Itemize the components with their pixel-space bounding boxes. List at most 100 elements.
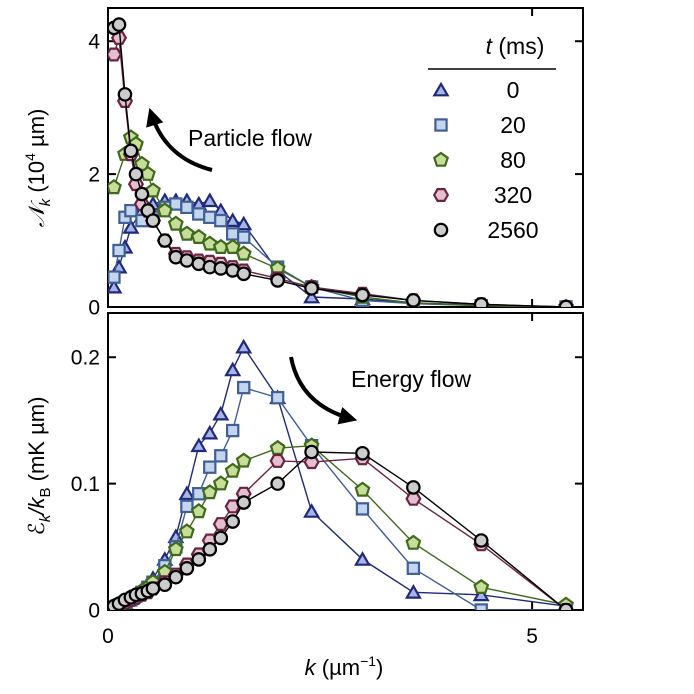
top-point-0 bbox=[303, 288, 321, 304]
top-point-20 bbox=[192, 207, 206, 221]
bottom-point-20 bbox=[214, 449, 228, 463]
bottom-point-20 bbox=[180, 499, 194, 514]
top-y-tick-label: 0 bbox=[88, 297, 100, 320]
bottom-point-20 bbox=[355, 502, 370, 516]
bottom-y-tick-label: 0.1 bbox=[71, 473, 100, 496]
bottom-point-0 bbox=[201, 424, 219, 440]
bottom-point-2560 bbox=[145, 581, 161, 596]
top-point-20 bbox=[124, 203, 138, 218]
legend-marker-80 bbox=[433, 151, 449, 167]
energy-flow-arrow bbox=[289, 356, 358, 425]
bottom-point-2560 bbox=[473, 533, 489, 548]
top-point-2560 bbox=[117, 87, 133, 102]
top-y-axis-label: 𝒩k (104 µm) bbox=[22, 109, 54, 228]
bottom-point-20 bbox=[474, 603, 488, 610]
legend-marker-20 bbox=[434, 118, 448, 132]
top-point-20 bbox=[180, 200, 194, 215]
bottom-point-0 bbox=[190, 437, 208, 453]
legend-marker-320 bbox=[432, 188, 450, 202]
top-point-2560 bbox=[128, 166, 144, 182]
top-point-320 bbox=[108, 47, 122, 62]
bottom-y-ticks: 0 0.1 0.2 bbox=[71, 347, 583, 623]
top-point-20 bbox=[203, 210, 217, 224]
top-point-80 bbox=[134, 155, 150, 171]
top-y-ticks: 0 2 4 bbox=[88, 31, 583, 320]
top-line-320 bbox=[113, 37, 567, 307]
bottom-series-group bbox=[108, 338, 575, 610]
bottom-point-0 bbox=[472, 586, 490, 602]
top-point-2560 bbox=[179, 253, 195, 268]
x-tick-label: 5 bbox=[526, 625, 538, 648]
legend-label: 0 bbox=[507, 77, 520, 103]
top-point-0 bbox=[235, 215, 253, 231]
top-point-2560 bbox=[304, 281, 319, 296]
bottom-point-0 bbox=[303, 503, 321, 518]
legend-item-2560: 2560 bbox=[433, 217, 539, 243]
bottom-point-80 bbox=[178, 523, 195, 539]
bottom-point-2560 bbox=[406, 480, 421, 495]
bottom-point-20 bbox=[237, 380, 251, 395]
top-plot-frame bbox=[107, 7, 584, 308]
legend-label: 2560 bbox=[487, 217, 538, 243]
bottom-point-0 bbox=[212, 405, 230, 421]
top-point-2560 bbox=[123, 143, 139, 159]
bottom-point-80 bbox=[212, 475, 229, 491]
top-point-20 bbox=[112, 243, 126, 258]
bottom-point-80 bbox=[190, 503, 207, 519]
x-tick-label: 0 bbox=[102, 625, 114, 648]
top-point-80 bbox=[167, 215, 184, 231]
bottom-point-0 bbox=[235, 338, 253, 354]
legend-marker-0 bbox=[432, 81, 450, 97]
legend-label: 80 bbox=[500, 147, 526, 173]
legend-label: 20 bbox=[500, 112, 526, 138]
bottom-y-tick-label: 0 bbox=[88, 600, 100, 623]
bottom-point-320 bbox=[269, 453, 286, 468]
bottom-y-tick-label: 0.2 bbox=[71, 347, 100, 370]
top-point-2560 bbox=[355, 287, 370, 303]
legend-item-320: 320 bbox=[432, 182, 532, 208]
top-point-80 bbox=[178, 225, 195, 241]
bottom-point-80 bbox=[354, 481, 371, 497]
top-point-2560 bbox=[473, 297, 489, 307]
bottom-point-20 bbox=[406, 561, 421, 575]
bottom-point-80 bbox=[235, 452, 252, 468]
bottom-point-2560 bbox=[225, 514, 240, 529]
top-point-20 bbox=[108, 270, 121, 284]
bottom-point-0 bbox=[404, 583, 422, 599]
bottom-point-2560 bbox=[270, 476, 285, 491]
top-point-2560 bbox=[236, 266, 252, 282]
top-point-0 bbox=[201, 192, 219, 208]
bottom-series-2560 bbox=[108, 444, 574, 610]
bottom-series-80 bbox=[108, 437, 574, 610]
legend: t (ms) 0 20 80 320 2560 bbox=[428, 33, 556, 243]
particle-flow-label: Particle flow bbox=[188, 125, 312, 151]
top-series-group bbox=[108, 17, 575, 307]
bottom-point-2560 bbox=[558, 602, 574, 610]
top-point-0 bbox=[224, 212, 242, 227]
bottom-point-320 bbox=[212, 517, 229, 532]
bottom-point-2560 bbox=[236, 495, 252, 510]
top-point-2560 bbox=[157, 233, 173, 248]
top-y-tick-label: 4 bbox=[88, 31, 100, 54]
top-point-80 bbox=[224, 238, 241, 254]
top-point-80 bbox=[145, 182, 161, 198]
legend-item-20: 20 bbox=[434, 112, 526, 138]
top-y-tick-label: 2 bbox=[88, 164, 100, 187]
legend-marker-2560 bbox=[433, 222, 449, 238]
top-point-80 bbox=[201, 235, 218, 251]
top-point-0 bbox=[108, 278, 123, 294]
energy-flow-label: Energy flow bbox=[351, 366, 472, 392]
bottom-point-0 bbox=[178, 485, 196, 501]
top-point-80 bbox=[235, 245, 252, 261]
top-point-80 bbox=[156, 202, 173, 218]
bottom-point-80 bbox=[405, 534, 422, 550]
top-point-20 bbox=[225, 227, 240, 241]
top-point-2560 bbox=[213, 261, 229, 276]
top-point-20 bbox=[214, 213, 228, 228]
bottom-point-2560 bbox=[191, 552, 207, 567]
bottom-point-80 bbox=[167, 540, 184, 557]
bottom-point-2560 bbox=[179, 560, 195, 576]
